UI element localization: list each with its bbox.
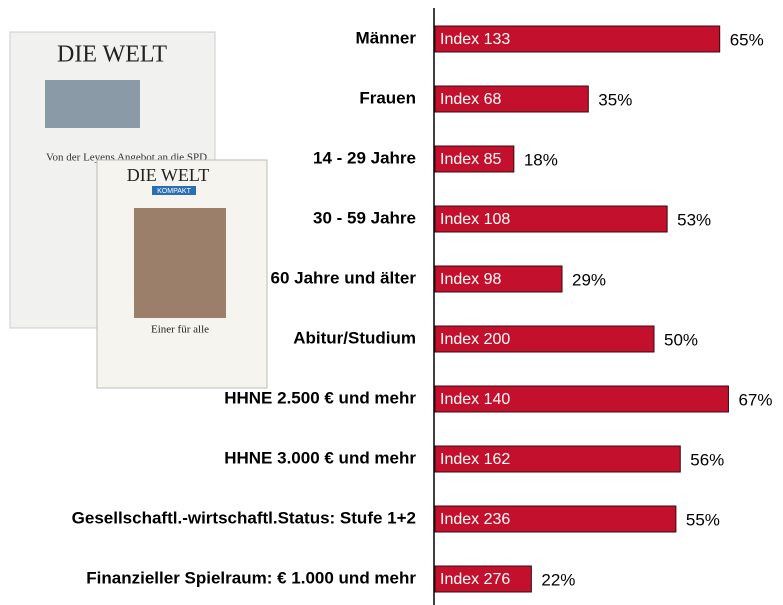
index-label: Index 140 (440, 391, 510, 408)
index-label: Index 236 (440, 511, 510, 528)
newspaper-photo (45, 80, 140, 128)
value-label: 67% (738, 390, 772, 409)
index-label: Index 200 (440, 331, 510, 348)
category-label: Frauen (359, 88, 416, 107)
value-label: 55% (686, 510, 720, 529)
index-label: Index 162 (440, 451, 510, 468)
category-label: HHNE 2.500 € und mehr (224, 388, 416, 407)
value-label: 18% (524, 150, 558, 169)
category-label: Abitur/Studium (293, 328, 416, 347)
newspaper-logo: DIE WELT (57, 42, 167, 68)
index-label: Index 133 (440, 31, 510, 48)
category-label: HHNE 3.000 € und mehr (224, 448, 416, 467)
category-label: 30 - 59 Jahre (313, 208, 416, 227)
value-label: 35% (598, 90, 632, 109)
compact-logo: DIE WELT (127, 165, 210, 185)
category-label: 14 - 29 Jahre (313, 148, 416, 167)
index-label: Index 108 (440, 211, 510, 228)
category-label: Finanzieller Spielraum: € 1.000 und mehr (86, 568, 416, 587)
value-label: 53% (677, 210, 711, 229)
chart: DIE WELT Von der Leyens Angebot an die S… (0, 0, 783, 605)
value-label: 50% (664, 330, 698, 349)
category-label: 60 Jahre und älter (270, 268, 416, 287)
value-label: 29% (572, 270, 606, 289)
index-label: Index 276 (440, 571, 510, 588)
category-label: Gesellschaftl.-wirtschaftl.Status: Stufe… (72, 508, 416, 527)
index-label: Index 98 (440, 271, 501, 288)
compact-photo (134, 208, 226, 318)
index-label: Index 85 (440, 151, 501, 168)
value-label: 56% (690, 450, 724, 469)
category-label: Männer (356, 28, 417, 47)
compact-headline: Einer für alle (151, 324, 209, 336)
index-label: Index 68 (440, 91, 501, 108)
newspaper-images: DIE WELT Von der Leyens Angebot an die S… (10, 32, 267, 388)
value-label: 65% (730, 30, 764, 49)
compact-badge: KOMPAKT (157, 188, 191, 195)
value-label: 22% (541, 570, 575, 589)
